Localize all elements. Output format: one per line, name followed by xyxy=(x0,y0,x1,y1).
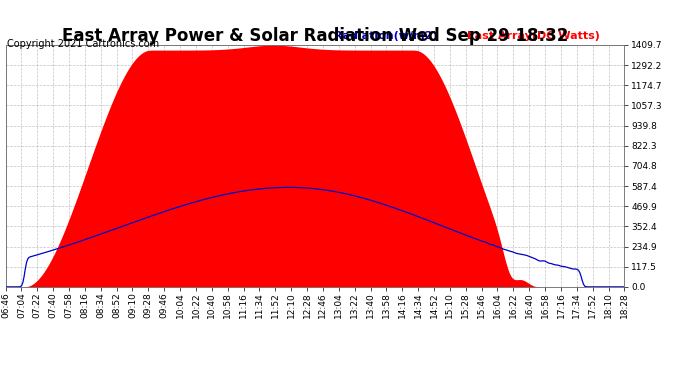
Text: Copyright 2021 Cartronics.com: Copyright 2021 Cartronics.com xyxy=(7,39,159,50)
Text: Radiation(w/m2): Radiation(w/m2) xyxy=(333,32,437,41)
Text: East Array(DC Watts): East Array(DC Watts) xyxy=(466,32,600,41)
Title: East Array Power & Solar Radiation Wed Sep 29 18:32: East Array Power & Solar Radiation Wed S… xyxy=(62,27,568,45)
